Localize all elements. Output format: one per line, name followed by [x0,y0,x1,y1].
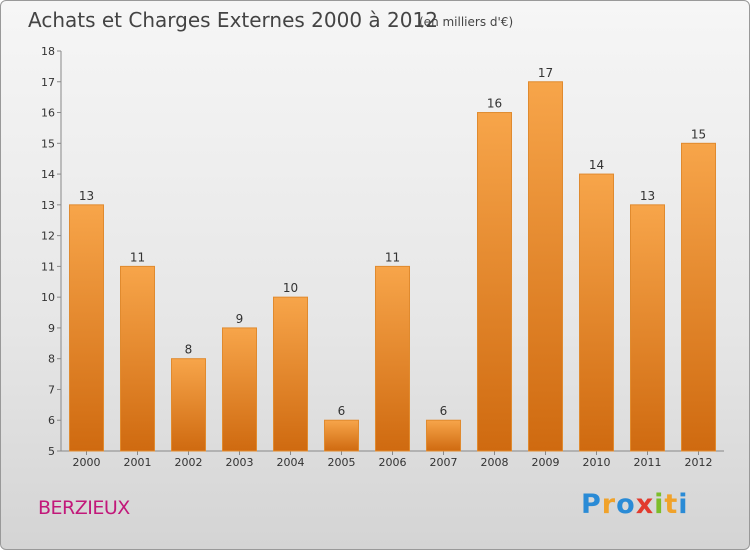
bar [69,204,104,452]
logo-letter: x [635,489,655,520]
x-tick-label: 2001 [124,456,152,469]
x-tick-label: 2010 [583,456,611,469]
bar-value-label: 14 [589,158,604,172]
logo-letter: o [616,489,636,520]
y-tick-label: 18 [41,45,55,58]
y-tick-label: 9 [48,322,55,335]
bar [630,204,665,452]
x-tick-label: 2011 [634,456,662,469]
bar-value-label: 8 [185,343,193,357]
x-tick-label: 2008 [481,456,509,469]
y-tick-label: 10 [41,291,55,304]
logo-letter: P [581,489,602,520]
chart-title: Achats et Charges Externes 2000 à 2012 [28,8,438,32]
bar [681,142,716,452]
y-tick-label: 5 [48,445,55,458]
bar [579,173,614,452]
x-tick-label: 2012 [685,456,713,469]
y-tick-label: 7 [48,383,55,396]
bar [171,358,206,452]
y-tick-label: 16 [41,107,55,120]
bar-value-label: 6 [440,404,448,418]
bar [426,419,461,452]
bar-value-label: 15 [691,127,706,141]
logo-letter: r [601,489,617,520]
bar-value-label: 9 [236,312,244,326]
bar [528,81,563,452]
bar-value-label: 11 [385,250,400,264]
bar [120,265,155,452]
bar [222,327,257,452]
x-tick-label: 2006 [379,456,407,469]
x-tick-label: 2003 [226,456,254,469]
y-tick-label: 14 [41,168,55,181]
logo-letter: i [678,489,689,520]
bar [477,112,512,452]
x-tick-label: 2005 [328,456,356,469]
bar-value-label: 16 [487,97,502,111]
proxiti-logo[interactable]: Proxiti [581,489,689,520]
x-tick-label: 2007 [430,456,458,469]
logo-letter: t [664,489,679,520]
bar [273,296,308,452]
x-tick-label: 2004 [277,456,305,469]
bar-value-label: 11 [130,250,145,264]
x-tick-label: 2000 [73,456,101,469]
y-tick-label: 11 [41,260,55,273]
x-tick-label: 2002 [175,456,203,469]
x-tick-label: 2009 [532,456,560,469]
bar [324,419,359,452]
y-tick-label: 8 [48,353,55,366]
y-tick-label: 17 [41,76,55,89]
commune-name: BERZIEUX [38,497,130,519]
bar-value-label: 13 [640,189,655,203]
bar-value-label: 10 [283,281,298,295]
bar-value-label: 6 [338,404,346,418]
y-tick-label: 12 [41,230,55,243]
chart-subtitle: (en milliers d'€) [419,15,514,29]
bar-value-label: 17 [538,66,553,80]
y-tick-label: 15 [41,137,55,150]
bar [375,265,410,452]
bar-value-label: 13 [79,189,94,203]
y-tick-label: 13 [41,199,55,212]
logo-letter: i [654,489,665,520]
y-tick-label: 6 [48,414,55,427]
